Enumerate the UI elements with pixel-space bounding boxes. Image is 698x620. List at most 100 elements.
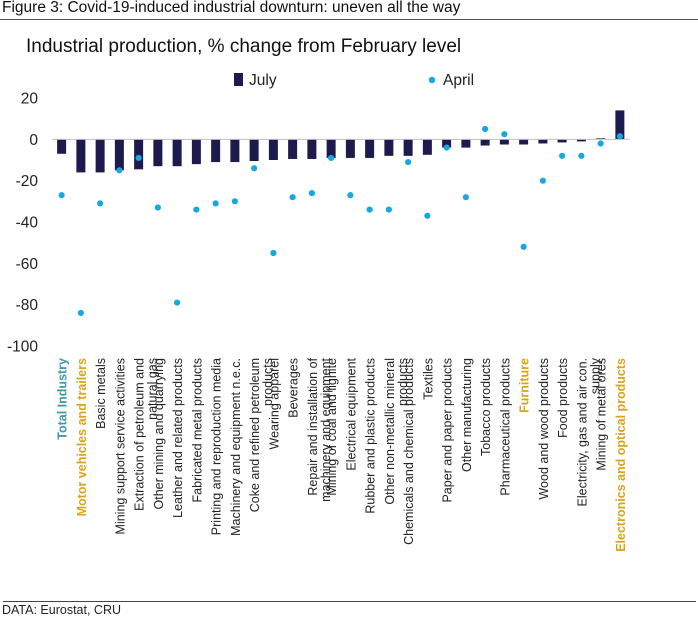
category-label: Electronics and optical products [614,358,628,552]
category-label: Motor vehicles and trailers [75,358,89,516]
legend-swatch-july [234,73,243,86]
april-marker [154,204,161,211]
category-label: Chemicals and chemical products [402,358,416,545]
july-bar [153,139,163,167]
chart-legend: July April [234,72,474,89]
april-marker [77,309,84,317]
category-label: Repair and installation of [306,357,320,495]
april-marker [97,200,104,207]
chart-title: Industrial production, % change from Feb… [26,36,462,57]
category-labels: Total Industry Motor vehicles and trailer… [56,357,628,552]
category-label: Pharmaceutical products [498,358,512,496]
april-marker [174,299,181,306]
y-tick-label: -60 [16,256,39,273]
category-label: Machinery and equipment n.e.c. [229,358,243,536]
category-label: Basic metals [94,358,108,429]
category-label: Rubber and plastic products [364,358,378,514]
legend-marker-april [428,76,436,84]
april-marker [462,194,469,201]
july-bar [172,139,182,167]
july-bar [211,139,221,163]
july-bar [480,139,490,146]
april-marker [58,192,65,199]
april-marker [135,154,142,162]
april-marker [501,131,508,138]
april-marker [597,140,604,147]
april-marker [539,177,546,184]
category-label: natural gas [146,358,160,420]
category-label: supply [588,357,602,394]
category-label: Other non-metallic mineral [383,358,397,505]
july-bar [442,139,452,148]
source-note: DATA: Eurostat, CRU [2,603,122,617]
category-label: Other manufacturing [460,358,474,472]
category-label: Mining support service activities [113,358,127,534]
y-axis: 20 0 -20 -40 -60 -80 -100 [7,91,38,356]
category-label: products [261,358,275,406]
category-label: Electrical equipment [344,357,358,470]
category-label: Mining of coal and lignite [325,358,339,496]
april-marker [482,125,489,133]
category-label: Extraction of petroleum and [133,358,147,511]
category-label: Wood and wood products [537,358,551,500]
figure-title: Figure 3: Covid-19-induced industrial do… [2,0,461,16]
y-tick-label: -80 [16,297,39,314]
legend-label-april: April [443,72,474,89]
april-marker [116,167,123,174]
category-label: Beverages [287,358,301,418]
y-tick-label: 20 [21,91,39,108]
july-bar [76,139,86,173]
july-bars [57,110,625,173]
april-marker [366,206,373,213]
april-marker [385,206,392,213]
category-label: Total Industry [56,358,70,440]
chart-panel [3,23,696,602]
april-marker [308,189,315,197]
july-bar [268,139,278,160]
category-label: machinery and equipment [319,357,333,501]
july-bar [365,139,375,158]
april-marker [270,249,277,257]
july-bar [114,139,124,171]
july-bar [57,139,67,154]
july-bar [596,138,606,140]
legend-label-july: July [249,72,277,89]
category-label: Electricity, gas and air con. [575,358,589,506]
july-bar [519,139,529,145]
july-bar [288,139,298,159]
july-bar [95,139,105,173]
april-marker [616,133,623,140]
july-bar [461,139,471,148]
april-marker [559,152,566,159]
july-bar [403,139,413,156]
chart-svg: July April 20 0 -20 -40 -60 -80 -100 Total Ind… [7,72,630,552]
category-label: Leather and related products [171,358,185,518]
figure-title-rule [0,19,698,20]
category-label: products [396,358,410,406]
july-bar [384,139,394,156]
july-bar [557,139,567,143]
april-marker [347,192,354,199]
category-label: Fabricated metal products [190,358,204,503]
category-label: Textiles [421,358,435,400]
april-marker [443,144,450,151]
april-marker [328,154,335,162]
april-marker [251,165,258,172]
april-marker [520,243,527,250]
july-bar [422,139,432,155]
july-bar [499,139,509,145]
july-bar [576,139,586,142]
april-marker [212,200,219,207]
july-bar [538,139,548,144]
july-bar [615,110,625,140]
july-bar [307,139,317,159]
april-marker [405,158,412,166]
category-label: Food products [556,358,570,438]
july-bar [230,139,240,163]
category-label: Other mining and quarrying [152,358,166,510]
category-label: Paper and paper products [441,358,455,503]
april-marker [193,206,200,213]
category-label: Furniture [518,358,532,413]
category-label: Wearing apparel [267,358,281,450]
category-label: Tobacco products [479,358,493,456]
